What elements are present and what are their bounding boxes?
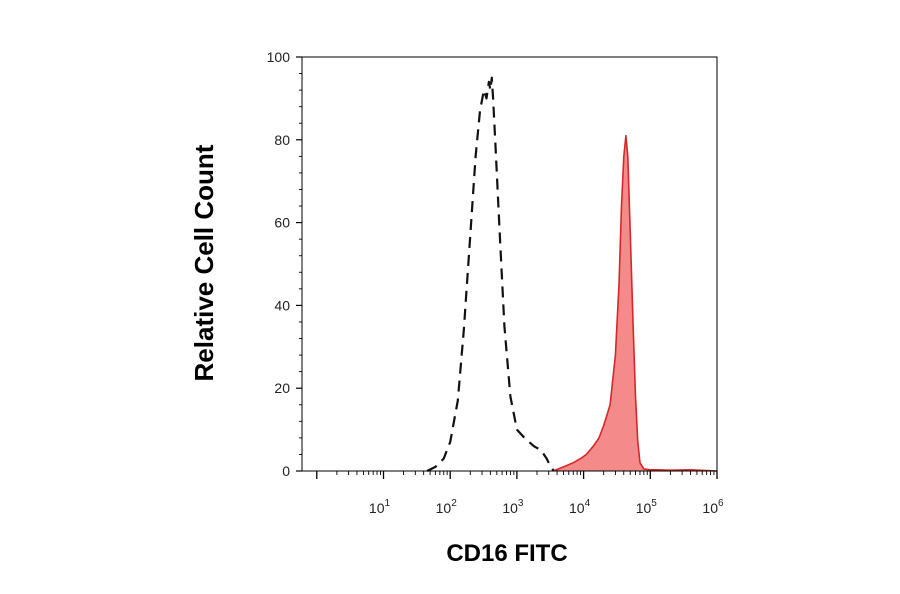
x-tick-label: 106 xyxy=(702,498,724,516)
series-1-line xyxy=(552,134,718,472)
tick-labels: 0 20 40 60 80 100 101 102 103 104 105 106 xyxy=(267,49,724,516)
x-tick-label: 102 xyxy=(436,498,458,516)
axes xyxy=(296,56,718,479)
y-tick-label: 40 xyxy=(274,297,290,313)
y-tick-label: 80 xyxy=(274,132,290,148)
series-1-area xyxy=(553,135,717,471)
y-axis-title: Relative Cell Count xyxy=(189,144,219,381)
y-tick-label: 20 xyxy=(274,380,290,396)
x-tick-label: 101 xyxy=(369,498,391,516)
plot-area xyxy=(426,76,718,472)
y-tick-label: 0 xyxy=(282,463,290,479)
x-tick-label: 103 xyxy=(502,498,524,516)
y-tick-label: 100 xyxy=(267,49,291,65)
y-tick-label: 60 xyxy=(274,215,290,231)
x-axis-title: CD16 FITC xyxy=(446,540,567,567)
series-0-line xyxy=(426,76,555,472)
x-tick-label: 104 xyxy=(569,498,591,516)
plot-frame xyxy=(301,56,718,472)
x-tick-label: 105 xyxy=(636,498,658,516)
